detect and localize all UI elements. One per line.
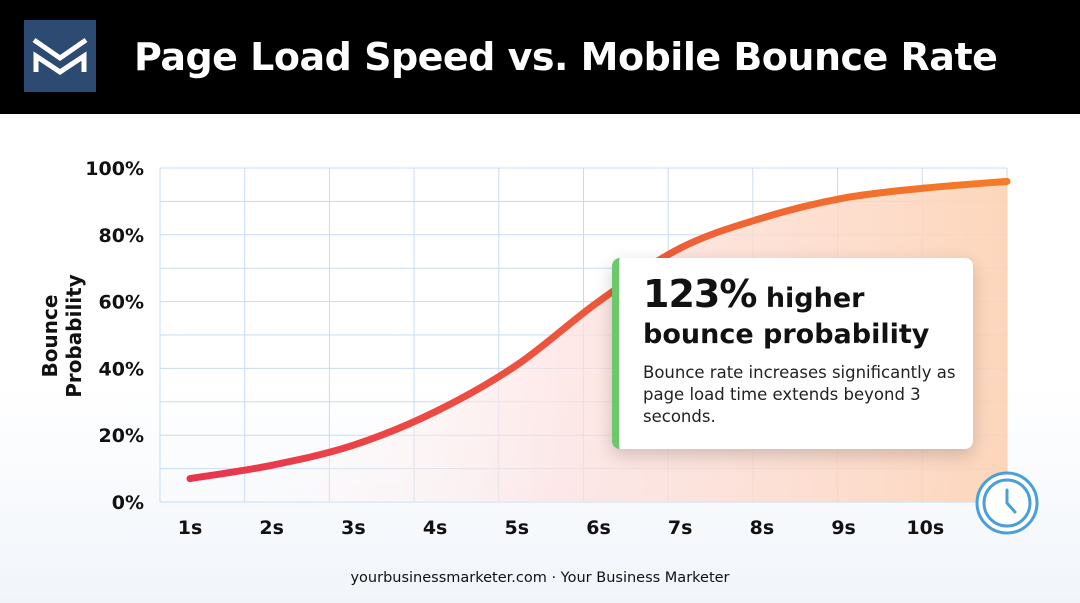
x-tick-label: 2s [259,517,284,539]
footer-credit: yourbusinessmarketer.com · Your Business… [350,570,730,586]
y-tick-label: 60% [99,292,144,314]
m-logo-icon [24,20,96,92]
series-line [186,177,1011,483]
y-tick-label: 100% [85,158,144,180]
x-tick-label: 3s [341,517,366,539]
y-axis-label: Bounce Probability [38,274,86,398]
x-tick-label: 7s [668,517,693,539]
x-tick-label: 5s [505,517,530,539]
x-tick-label: 10s [906,517,944,539]
clock-icon [974,470,1040,536]
y-tick-label: 40% [99,358,144,380]
y-tick-label: 80% [99,225,144,247]
x-tick-label: 6s [586,517,611,539]
header-bar: Page Load Speed vs. Mobile Bounce Rate [0,0,1080,114]
x-tick-label: 1s [178,517,203,539]
y-tick-label: 20% [99,425,144,447]
x-tick-label: 8s [750,517,775,539]
y-tick-label: 0% [112,492,144,514]
callout-body: Bounce rate increases significantly as p… [643,363,956,426]
x-tick-label: 9s [831,517,856,539]
x-tick-label: 4s [423,517,448,539]
tick-labels: 0% 20% 40% 60% 80% 100% 1s 2s 3s 4s 5s 6s 7s 8s 9s 10s [85,158,944,539]
callout-headline-line2: bounce probability [643,319,930,350]
callout-headline: 123% higher bounce probability [643,275,963,353]
callout-card: 123% higher bounce probability Bounce ra… [612,258,973,449]
callout-percent: 123% [643,272,757,316]
callout-headline-rest: higher [765,283,865,314]
page-title: Page Load Speed vs. Mobile Bounce Rate [134,35,998,79]
